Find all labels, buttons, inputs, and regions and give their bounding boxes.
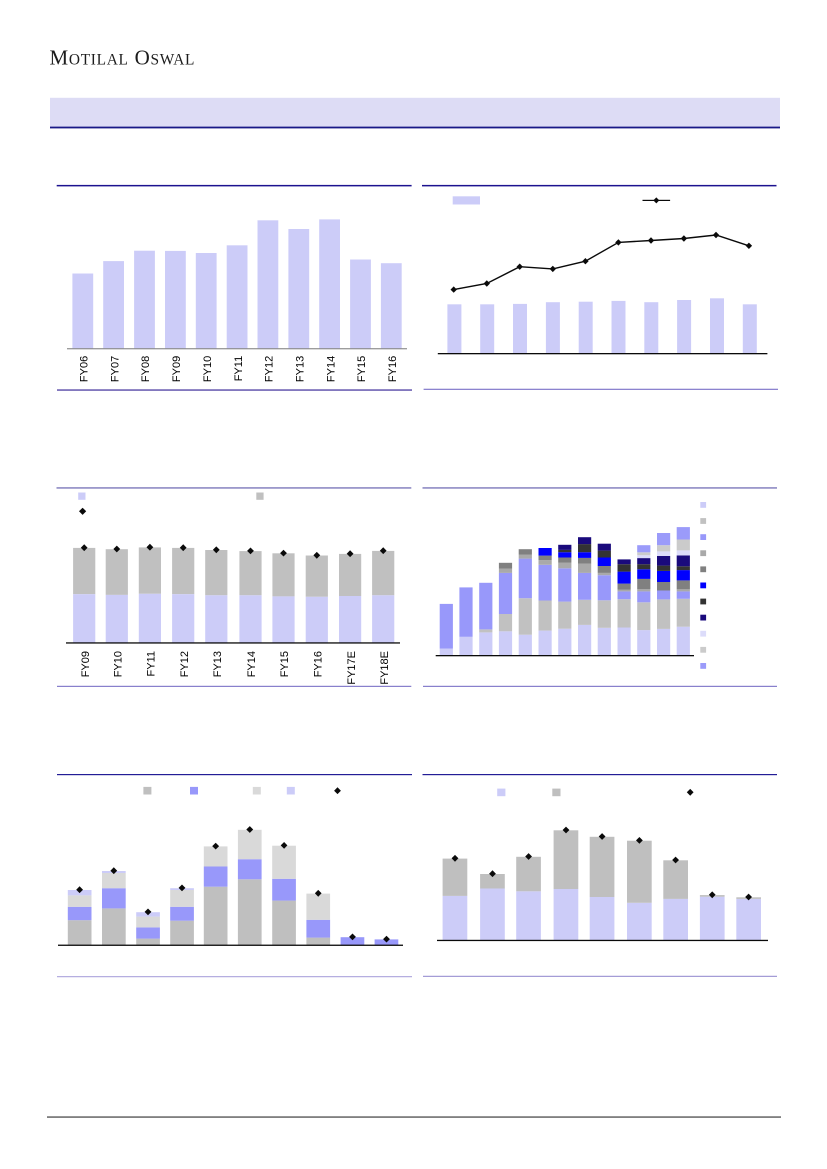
svg-text:FY09: FY09	[80, 651, 92, 677]
svg-text:FY11: FY11	[233, 356, 245, 381]
svg-text:FY15: FY15	[279, 651, 291, 677]
svg-text:FY08: FY08	[140, 356, 152, 382]
svg-text:FY14: FY14	[246, 651, 258, 677]
svg-text:FY16: FY16	[387, 356, 399, 382]
svg-text:FY10: FY10	[113, 651, 125, 677]
svg-text:FY12: FY12	[179, 651, 191, 677]
svg-text:FY14: FY14	[325, 356, 337, 382]
svg-text:FY16: FY16	[313, 651, 325, 677]
svg-text:FY12: FY12	[264, 356, 276, 382]
svg-text:FY09: FY09	[171, 356, 183, 382]
svg-text:FY15: FY15	[356, 356, 368, 382]
svg-text:FY18E: FY18E	[379, 651, 391, 685]
svg-text:MOTILAL OSWAL: MOTILAL OSWAL	[50, 45, 196, 69]
svg-text:FY13: FY13	[294, 356, 306, 382]
svg-text:FY06: FY06	[79, 356, 91, 382]
svg-text:FY17E: FY17E	[346, 651, 358, 685]
svg-text:FY10: FY10	[202, 356, 214, 382]
svg-text:FY13: FY13	[212, 651, 224, 677]
svg-text:FY11: FY11	[146, 651, 158, 676]
svg-text:FY07: FY07	[109, 356, 121, 382]
